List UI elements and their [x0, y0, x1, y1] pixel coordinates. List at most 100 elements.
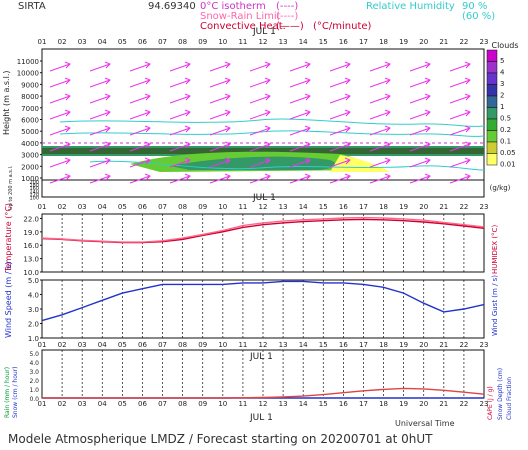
wind-arrow — [329, 141, 351, 152]
wind-arrow — [209, 141, 231, 152]
rh-contour — [59, 118, 485, 127]
wind-arrow — [169, 77, 191, 88]
wind-arrow — [249, 93, 271, 104]
hour-tick-label: 15 — [319, 400, 328, 408]
temperature-line — [41, 216, 485, 243]
hour-tick-label: 06 — [138, 400, 147, 408]
cape-label: CAPE (J / g) — [487, 386, 494, 420]
hour-tick-label: 08 — [178, 400, 187, 408]
wind-arrow — [169, 157, 191, 168]
hour-tick-label: 23 — [480, 38, 489, 46]
y-tick-label-low: 200 — [29, 180, 39, 186]
hour-tick-label: 04 — [98, 203, 107, 211]
hour-tick-label: 20 — [419, 38, 428, 46]
colorbar-cell — [486, 107, 498, 120]
wind-arrow — [49, 109, 71, 120]
panel-frame — [41, 48, 485, 198]
hour-tick-label: 10 — [218, 341, 227, 349]
wind-arrow — [129, 109, 151, 120]
hour-tick-label: 05 — [118, 341, 127, 349]
y-tick-label: 4.0 — [28, 292, 39, 300]
hour-tick-label: 08 — [178, 38, 187, 46]
wind-arrow — [129, 173, 151, 184]
wind-arrow — [169, 109, 191, 120]
footer-title: Modele Atmospherique LMDZ / Forecast sta… — [8, 432, 433, 446]
hour-tick-label: 09 — [198, 341, 207, 349]
snow-label: Snow (cm / hour) — [12, 366, 19, 418]
y-tick-label: 19.0 — [23, 229, 39, 237]
wind-arrow — [329, 173, 351, 184]
hour-tick-label: 18 — [379, 341, 388, 349]
y-tick-label: 11000 — [17, 58, 39, 66]
hour-tick-label: 14 — [299, 400, 308, 408]
hour-tick-label: 23 — [480, 341, 489, 349]
hour-tick-label: 16 — [339, 341, 348, 349]
wind-arrow — [49, 157, 71, 168]
hour-tick-label: 04 — [98, 38, 107, 46]
hour-tick-label: 10 — [218, 203, 227, 211]
y-tick-label: 9000 — [21, 81, 39, 89]
y-tick-label: 13.0 — [23, 256, 39, 264]
hour-tick-label: 02 — [58, 400, 67, 408]
wind-arrow — [289, 61, 311, 72]
hour-tick-label: 10 — [218, 38, 227, 46]
clouds-title: Clouds — [491, 41, 518, 50]
y-tick-label-low: 120 — [29, 192, 39, 198]
hour-tick-label: 13 — [279, 203, 288, 211]
date-label-2: JUL 1 — [252, 193, 276, 203]
hour-tick-label: 19 — [399, 341, 408, 349]
colorbar-label: 5 — [500, 57, 504, 65]
rh-contour — [59, 130, 485, 137]
colorbar-label: 0.5 — [500, 115, 511, 123]
wind-arrow — [249, 125, 271, 136]
wind-arrow — [169, 141, 191, 152]
wind-arrow — [289, 173, 311, 184]
y-tick-label: 1000 — [21, 175, 39, 183]
hour-tick-label: 11 — [238, 38, 247, 46]
hour-tick-label: 06 — [138, 203, 147, 211]
wind-arrow — [89, 173, 111, 184]
colorbar-cell — [486, 153, 498, 166]
wind-arrow — [409, 93, 431, 104]
rain-line — [42, 387, 485, 399]
date-label-3: JUL 1 — [249, 352, 273, 362]
wind-arrow — [89, 125, 111, 136]
hour-tick-label: 14 — [299, 203, 308, 211]
y-axis-label-low: Up to 200 m a.s.l. — [8, 165, 14, 210]
colorbar-label: 3 — [500, 80, 504, 88]
hour-tick-label: 23 — [480, 203, 489, 211]
y-tick-label-low: 160 — [29, 186, 39, 192]
y-tick-label: 1.0 — [28, 335, 39, 343]
rain-label: Rain (mm / hour) — [4, 367, 11, 418]
wind-arrow — [209, 157, 231, 168]
wind-arrow — [329, 61, 351, 72]
y-tick-label: 7000 — [21, 105, 39, 113]
hour-tick-label: 01 — [38, 203, 47, 211]
hour-tick-label: 02 — [58, 203, 67, 211]
colorbar-label: 4 — [500, 69, 505, 77]
hour-tick-label: 17 — [359, 203, 368, 211]
wind-arrow — [49, 141, 71, 152]
hour-tick-label: 19 — [399, 400, 408, 408]
wind-arrow — [289, 157, 311, 168]
colorbar-label: 0.05 — [500, 149, 516, 157]
hour-tick-label: 01 — [38, 341, 47, 349]
hour-tick-label: 22 — [459, 400, 468, 408]
hour-tick-label: 21 — [439, 38, 448, 46]
wind-arrow — [249, 109, 271, 120]
hour-tick-label: 22 — [459, 203, 468, 211]
hour-tick-label: 23 — [480, 400, 489, 408]
wind-arrow — [409, 157, 431, 168]
hour-tick-label: 12 — [259, 203, 268, 211]
hour-tick-label: 16 — [339, 400, 348, 408]
hour-tick-label: 03 — [78, 203, 87, 211]
cloud-band-core — [42, 148, 484, 154]
wind-arrow — [129, 61, 151, 72]
y-tick-label: 2.0 — [28, 321, 39, 329]
hour-tick-label: 20 — [419, 400, 428, 408]
wind-arrow — [249, 173, 271, 184]
hour-tick-label: 11 — [238, 203, 247, 211]
hour-tick-label: 16 — [339, 203, 348, 211]
y-tick-label: 3.0 — [28, 306, 39, 314]
wind-arrow — [89, 61, 111, 72]
